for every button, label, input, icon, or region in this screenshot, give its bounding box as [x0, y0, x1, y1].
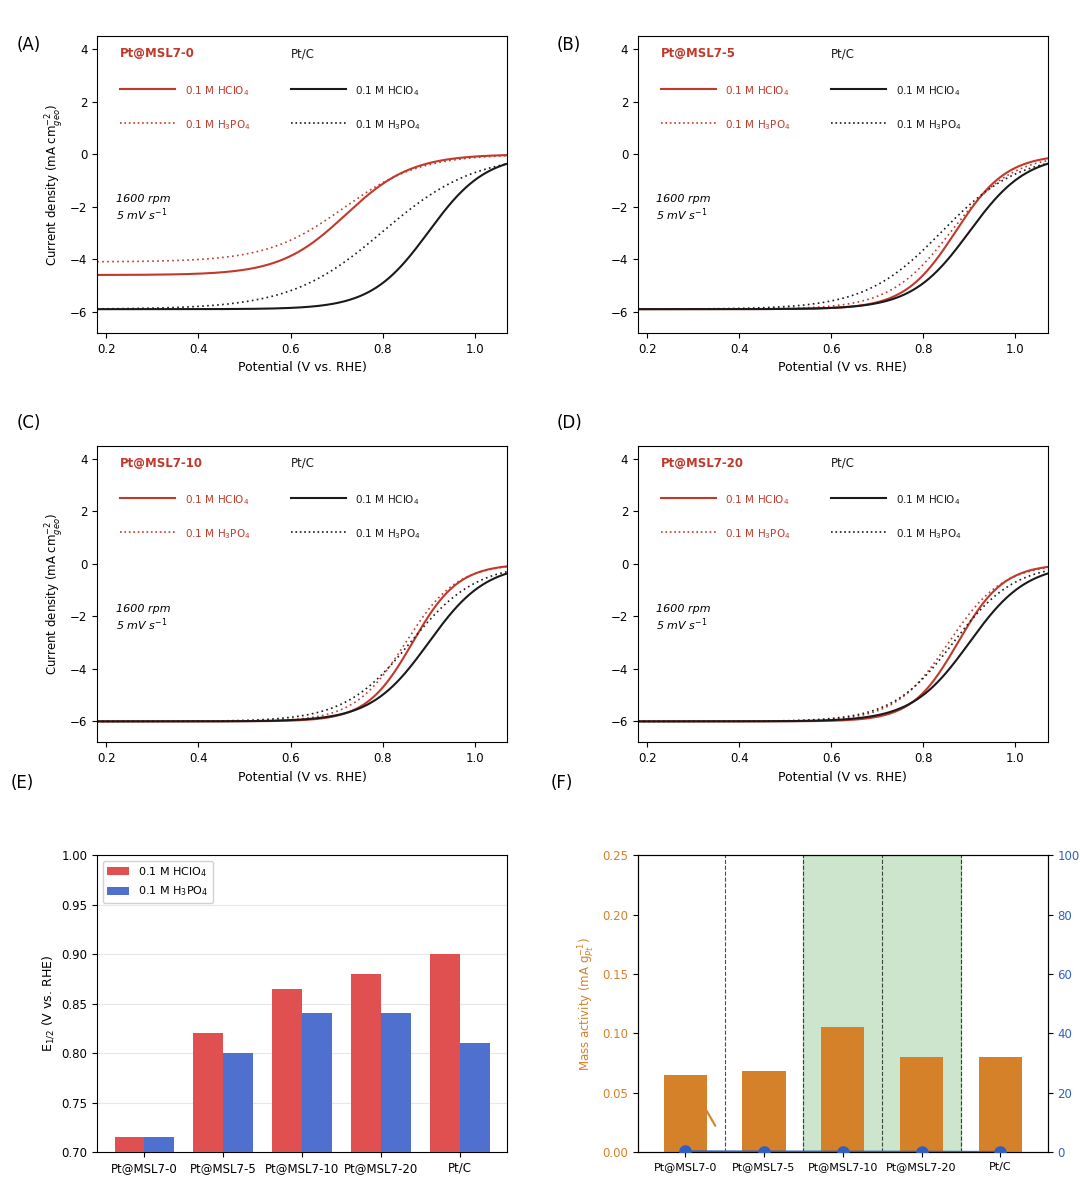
Bar	[351, 974, 381, 1200]
X-axis label: Potential (V vs. RHE): Potential (V vs. RHE)	[238, 361, 366, 374]
Text: 0.1 M HClO$_4$: 0.1 M HClO$_4$	[185, 493, 249, 508]
Text: Pt@MSL7-20: Pt@MSL7-20	[661, 457, 744, 469]
Text: Pt/C: Pt/C	[832, 47, 855, 60]
Legend: 0.1 M HClO$_4$, 0.1 M H$_3$PO$_4$: 0.1 M HClO$_4$, 0.1 M H$_3$PO$_4$	[103, 860, 213, 902]
Bar	[302, 1014, 332, 1200]
Text: 1600 rpm
5 mV s$^{-1}$: 1600 rpm 5 mV s$^{-1}$	[116, 194, 171, 223]
Text: (B): (B)	[556, 36, 580, 54]
Text: 0.1 M HClO$_4$: 0.1 M HClO$_4$	[726, 84, 789, 97]
Bar	[193, 1033, 224, 1200]
Y-axis label: E$_{1/2}$ (V vs. RHE): E$_{1/2}$ (V vs. RHE)	[40, 955, 56, 1052]
Text: 1600 rpm
5 mV s$^{-1}$: 1600 rpm 5 mV s$^{-1}$	[116, 604, 171, 632]
Bar	[224, 1054, 253, 1200]
X-axis label: Potential (V vs. RHE): Potential (V vs. RHE)	[779, 770, 907, 784]
Text: Pt/C: Pt/C	[291, 457, 314, 469]
Bar	[381, 1014, 410, 1200]
Text: (A): (A)	[16, 36, 40, 54]
Text: Pt/C: Pt/C	[832, 457, 855, 469]
X-axis label: Potential (V vs. RHE): Potential (V vs. RHE)	[238, 770, 366, 784]
Text: 0.1 M H$_3$PO$_4$: 0.1 M H$_3$PO$_4$	[355, 528, 420, 541]
Text: 1600 rpm
5 mV s$^{-1}$: 1600 rpm 5 mV s$^{-1}$	[657, 604, 711, 632]
Text: 0.1 M H$_3$PO$_4$: 0.1 M H$_3$PO$_4$	[726, 528, 791, 541]
Bar	[742, 1072, 785, 1152]
Text: (D): (D)	[556, 414, 582, 432]
Text: Pt/C: Pt/C	[291, 47, 314, 60]
Bar	[900, 1057, 943, 1152]
Bar	[804, 856, 961, 1152]
Bar	[978, 1057, 1022, 1152]
X-axis label: Potential (V vs. RHE): Potential (V vs. RHE)	[779, 361, 907, 374]
Bar	[663, 1075, 707, 1152]
Bar	[145, 1138, 174, 1200]
Text: 1600 rpm
5 mV s$^{-1}$: 1600 rpm 5 mV s$^{-1}$	[657, 194, 711, 223]
Text: Pt@MSL7-10: Pt@MSL7-10	[120, 457, 203, 469]
Text: Pt@MSL7-5: Pt@MSL7-5	[661, 47, 735, 60]
Text: 0.1 M HClO$_4$: 0.1 M HClO$_4$	[355, 84, 419, 97]
Text: (C): (C)	[16, 414, 41, 432]
Bar	[114, 1138, 145, 1200]
Text: 0.1 M H$_3$PO$_4$: 0.1 M H$_3$PO$_4$	[185, 118, 251, 132]
Y-axis label: Current density (mA cm$^{-2}_{geo}$): Current density (mA cm$^{-2}_{geo}$)	[42, 512, 65, 676]
Text: 0.1 M H$_3$PO$_4$: 0.1 M H$_3$PO$_4$	[185, 528, 251, 541]
Bar	[460, 1043, 489, 1200]
Text: 0.1 M HClO$_4$: 0.1 M HClO$_4$	[895, 493, 960, 508]
Text: (F): (F)	[551, 774, 573, 792]
Text: 0.1 M H$_3$PO$_4$: 0.1 M H$_3$PO$_4$	[895, 118, 961, 132]
Bar	[272, 989, 302, 1200]
Text: 0.1 M HClO$_4$: 0.1 M HClO$_4$	[185, 84, 249, 97]
Bar	[821, 1027, 864, 1152]
Text: 0.1 M H$_3$PO$_4$: 0.1 M H$_3$PO$_4$	[355, 118, 420, 132]
Bar	[430, 954, 460, 1200]
Text: Pt@MSL7-0: Pt@MSL7-0	[120, 47, 195, 60]
Text: 0.1 M HClO$_4$: 0.1 M HClO$_4$	[895, 84, 960, 97]
Y-axis label: Current density (mA cm$^{-2}_{geo}$): Current density (mA cm$^{-2}_{geo}$)	[42, 103, 65, 265]
Y-axis label: Mass activity (mA g$^{-1}_{Pt}$): Mass activity (mA g$^{-1}_{Pt}$)	[577, 937, 596, 1070]
Text: 0.1 M H$_3$PO$_4$: 0.1 M H$_3$PO$_4$	[895, 528, 961, 541]
Text: (E): (E)	[11, 774, 35, 792]
Text: 0.1 M H$_3$PO$_4$: 0.1 M H$_3$PO$_4$	[726, 118, 791, 132]
Text: 0.1 M HClO$_4$: 0.1 M HClO$_4$	[726, 493, 789, 508]
Text: 0.1 M HClO$_4$: 0.1 M HClO$_4$	[355, 493, 419, 508]
